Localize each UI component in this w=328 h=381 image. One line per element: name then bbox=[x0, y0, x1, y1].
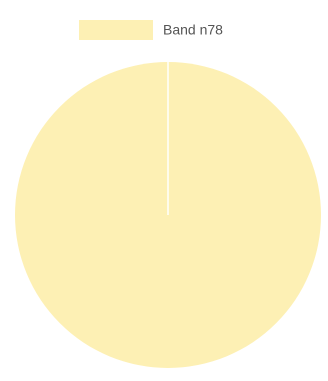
legend-swatch bbox=[79, 20, 153, 40]
legend-label: Band n78 bbox=[163, 22, 223, 38]
